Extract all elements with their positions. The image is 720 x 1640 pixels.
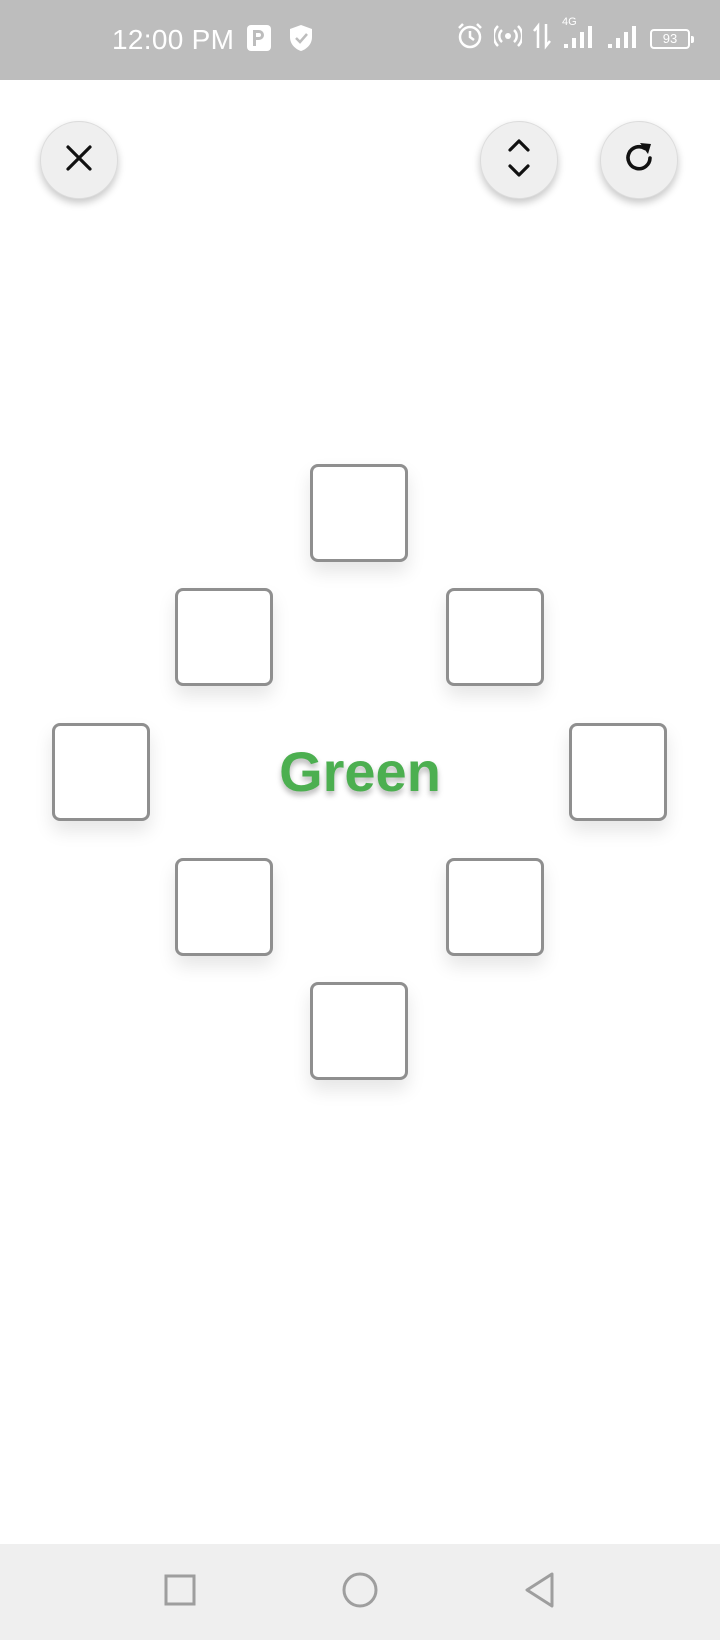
status-left-icons [246,24,314,57]
signal-icon: 4G [562,16,596,55]
hotspot-icon [492,22,524,55]
status-time: 12:00 PM [112,24,235,55]
square-icon [162,1572,198,1613]
home-button[interactable] [334,1566,386,1618]
circle-icon [340,1570,380,1615]
color-tile-upper-left[interactable] [175,588,273,686]
status-right-icons: 4G 93 [456,16,694,55]
network-type: 4G [562,16,577,28]
color-tile-top[interactable] [310,464,408,562]
refresh-icon [620,139,658,182]
color-tile-right[interactable] [569,723,667,821]
battery-level: 93 [662,30,678,46]
refresh-button[interactable] [600,121,678,199]
alarm-icon [456,22,484,55]
close-button[interactable] [40,121,118,199]
color-tile-lower-right[interactable] [446,858,544,956]
expand-collapse-icon [505,136,533,185]
battery-icon: 93 [650,28,694,49]
color-tile-bottom[interactable] [310,982,408,1080]
back-button[interactable] [514,1566,566,1618]
data-arrows-icon [532,22,552,55]
shield-icon [288,24,314,57]
color-tile-upper-right[interactable] [446,588,544,686]
parking-icon [246,24,272,57]
triangle-back-icon [522,1570,558,1615]
signal-icon-2 [606,22,640,55]
color-tile-lower-left[interactable] [175,858,273,956]
navigation-bar [0,1544,720,1640]
color-tile-left[interactable] [52,723,150,821]
status-bar: 12:00 PM [0,0,720,80]
close-icon [63,142,95,179]
target-color-word: Green [279,740,441,803]
expand-collapse-button[interactable] [480,121,558,199]
recent-apps-button[interactable] [154,1566,206,1618]
